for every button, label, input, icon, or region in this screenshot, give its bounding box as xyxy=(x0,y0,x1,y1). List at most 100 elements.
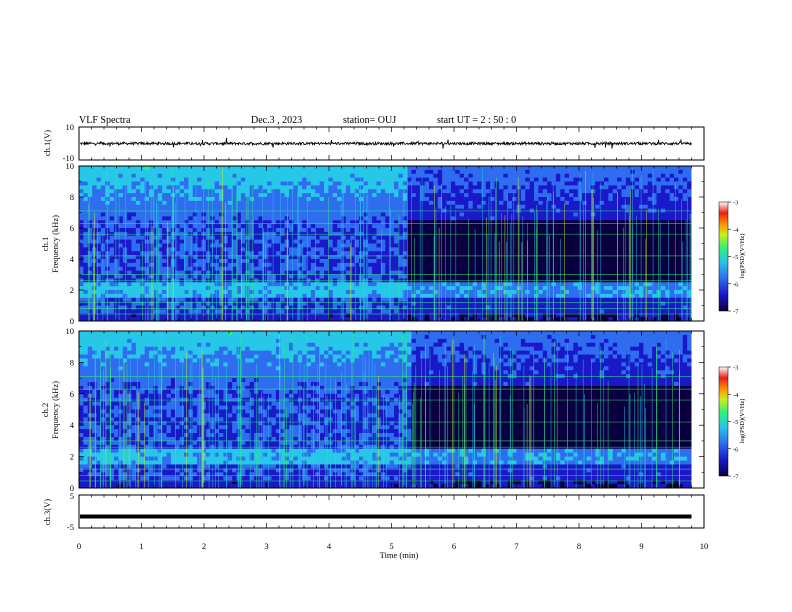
ch1-spectrogram-cell xyxy=(284,185,290,190)
ch1-spectrogram-cell xyxy=(166,173,172,179)
ch1-spectrogram-cell xyxy=(337,317,342,321)
ch1-spectrogram-cell xyxy=(240,305,246,310)
ch1-spectrogram-cell xyxy=(485,282,491,287)
ch1-spectrogram-cell xyxy=(297,204,303,210)
ch1-spectrogram-cell xyxy=(468,243,474,248)
ch1-spectrogram-cell xyxy=(573,212,579,217)
ch1-spectrogram-cell xyxy=(494,239,500,244)
ch1-spectrogram-cell xyxy=(135,266,141,272)
ch1-spectrogram-cell xyxy=(197,173,202,179)
ch1-spectrogram-cell xyxy=(560,239,566,244)
ch1-spectrogram-cell xyxy=(201,235,207,241)
ch1-spectrogram-cell xyxy=(184,290,189,295)
ch1-spectrogram-cell xyxy=(319,189,325,194)
ch1-spectrogram-cell xyxy=(485,251,491,256)
ch1-spectrogram-cell xyxy=(398,243,404,248)
ch1-spectrogram-cell xyxy=(345,305,351,310)
ch1-spectrogram-cell xyxy=(166,282,172,287)
ch1-waveform-ylabel: ch.1(V) xyxy=(42,130,52,156)
ch1-spectrogram-cell xyxy=(135,262,141,268)
ch1-spectrogram-cell xyxy=(512,317,517,321)
ch1-spectrogram-cell xyxy=(236,169,242,175)
ch1-spectrogram-cell xyxy=(534,197,539,202)
ch1-spectrogram-cell xyxy=(354,173,360,179)
ch1-spectrogram-cell xyxy=(109,169,115,175)
ch1-spectrogram-cell xyxy=(109,317,115,321)
ch1-spectrogram-cell xyxy=(354,235,360,241)
ch1-spectrogram-cell xyxy=(350,259,356,264)
ch1-spectrogram-cell xyxy=(118,259,124,264)
ch1-spectrogram-cell xyxy=(79,251,84,256)
ch1-spectrogram-cell xyxy=(280,173,286,179)
ch1-spectrogram-cell xyxy=(227,169,233,175)
ch1-spectrogram-cell xyxy=(240,301,246,306)
ch1-spectrogram-cell xyxy=(324,181,329,186)
ch1-spectrogram-cell xyxy=(345,204,351,210)
ch1-spectrogram-cell xyxy=(573,309,579,314)
ch1-spectrogram-cell xyxy=(258,270,264,275)
ch1-spectrogram-cell xyxy=(490,251,496,256)
ch1-spectrogram-cell xyxy=(429,301,434,306)
ch1-spectrogram-cell xyxy=(184,220,189,225)
ch1-spectrogram-cell xyxy=(407,243,412,248)
ch1-spectrogram-cell xyxy=(197,266,202,272)
ch1-spectrogram-cell xyxy=(415,313,421,318)
ch1-spectrogram-cell xyxy=(306,255,312,260)
ch1-spectrogram-cell xyxy=(569,185,574,190)
ch1-spectrogram-cell xyxy=(179,251,185,256)
ch1-spectrogram-cell xyxy=(201,274,207,279)
ch1-spectrogram-cell xyxy=(240,293,246,299)
ch1-spectrogram-cell xyxy=(551,189,557,194)
ch1-spectrogram-cell xyxy=(249,212,255,217)
ch1-spectrogram-cell xyxy=(341,262,347,268)
ch1-spectrogram-cell xyxy=(573,185,579,190)
ch1-spectrogram-cell xyxy=(485,197,491,202)
ch1-spectrogram-cell xyxy=(437,251,443,256)
ch1-spectrogram-cell xyxy=(420,305,426,310)
ch1-spectrogram-cell xyxy=(372,313,377,318)
ch1-spectrogram-cell xyxy=(227,286,233,291)
ch1-spectrogram-cell xyxy=(372,243,377,248)
ch1-spectrogram-cell xyxy=(170,169,176,175)
ch1-spectrogram-cell xyxy=(477,255,482,260)
ch1-spectrogram-cell xyxy=(446,259,452,264)
ch1-spectrogram-cell xyxy=(459,220,465,225)
ch1-spectrogram-cell xyxy=(293,309,299,314)
ch1-spectrogram-cell xyxy=(170,228,176,233)
ch1-spectrogram-cell xyxy=(459,228,465,233)
ch1-spectrogram-cell xyxy=(131,204,137,210)
ch1-spectrogram-cell xyxy=(415,189,421,194)
ch1-spectrogram-cell xyxy=(328,266,334,272)
ch1-spectrogram-cell xyxy=(319,262,325,268)
ch1-spectrogram-cell xyxy=(442,177,447,182)
ch1-spectrogram-cell xyxy=(280,317,286,321)
ch1-spectrogram-cell xyxy=(135,224,141,229)
ch1-spectrogram-cell xyxy=(367,197,373,202)
ch1-spectrogram-cell xyxy=(337,189,342,194)
ch1-spectrogram-cell xyxy=(367,204,373,210)
ch1-spectrogram-cell xyxy=(179,220,185,225)
ch1-spectrogram-cell xyxy=(114,181,119,186)
ch1-spectrogram-cell xyxy=(232,173,237,179)
ch1-spectrogram-cell xyxy=(442,286,447,291)
ch1-spectrogram-cell xyxy=(402,216,408,221)
ch1-spectrogram-cell xyxy=(127,193,132,198)
ch1-spectrogram-cell xyxy=(324,286,329,291)
ch1-spectrogram-cell xyxy=(455,212,461,217)
ch1-spectrogram-cell xyxy=(297,247,303,252)
ch1-spectrogram-cell xyxy=(83,270,89,275)
ch1-spectrogram-cell xyxy=(223,270,229,275)
ch1-spectrogram-cell xyxy=(332,181,338,186)
ch1-spectrogram-cell xyxy=(564,212,570,217)
ch1-spectrogram-cell xyxy=(503,243,509,248)
ch1-spectrogram-cell xyxy=(157,197,163,202)
ch1-spectrogram-cell xyxy=(170,166,176,171)
ch1-spectrogram-cell xyxy=(534,166,539,171)
ch1-spectrogram-cell xyxy=(100,173,106,179)
ch1-spectrogram-cell xyxy=(494,200,500,206)
ch1-spectrogram-cell xyxy=(573,224,579,229)
ch1-spectrogram-cell xyxy=(354,259,360,264)
ch1-spectrogram-cell xyxy=(92,200,97,206)
ch1-spectrogram-cell xyxy=(490,293,496,299)
ch1-spectrogram-cell xyxy=(367,251,373,256)
